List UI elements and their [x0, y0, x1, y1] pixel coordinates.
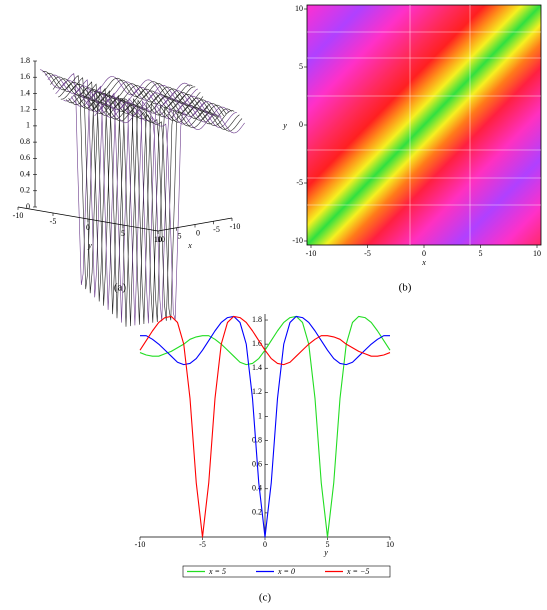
y-tick-label: 0.4	[252, 484, 262, 493]
z-tick-label: 0.8	[20, 137, 30, 146]
z-tick-label: 1.8	[20, 56, 30, 65]
legend-box	[182, 565, 391, 578]
x-tick-label: -5	[364, 249, 371, 258]
y-tick-label: -10	[292, 236, 303, 245]
x-tick-label: -10	[230, 222, 241, 231]
z-tick-label: 0.4	[20, 169, 30, 178]
y-axis-label: y	[87, 241, 92, 250]
surface-line	[73, 92, 225, 325]
surface-line	[39, 69, 191, 286]
z-tick-label: 1.4	[20, 88, 30, 97]
caption: (c)	[259, 592, 272, 604]
x-tick-label: 10	[157, 235, 165, 244]
legend-label: x = 5	[208, 567, 226, 576]
z-tick-label: 0.6	[20, 153, 30, 162]
surface-line	[55, 80, 206, 310]
z-tick-label: 1	[26, 121, 30, 130]
y-tick-label: 1	[258, 411, 262, 420]
series-line	[139, 315, 391, 538]
x-tick-label: 5	[326, 540, 330, 549]
y-tick-label: 5	[299, 62, 303, 71]
surface-line	[89, 100, 240, 321]
surface-line	[52, 78, 204, 306]
surface-line	[68, 89, 219, 327]
surface-line	[65, 87, 217, 327]
x-tick-label: 10	[386, 540, 394, 549]
legend-label: x = −5	[346, 567, 369, 576]
y-tick-label: -5	[296, 178, 303, 187]
surface-plot	[39, 69, 245, 327]
y-tick-label: -10	[13, 211, 24, 220]
x-tick-label: 0	[263, 540, 267, 549]
surface-line	[91, 102, 243, 321]
x-tick-label: 0	[422, 249, 426, 258]
z-tick-label: 1.2	[20, 104, 30, 113]
x-axis-label: x	[187, 241, 192, 250]
surface-line	[47, 74, 198, 298]
y-tick-label: -5	[50, 217, 57, 226]
z-tick-label: 1.6	[20, 72, 30, 81]
z-tick-label: 0.2	[20, 186, 30, 195]
x-tick-label: 5	[178, 232, 182, 241]
x-tick-label: -5	[199, 540, 206, 549]
y-tick-label: 1.6	[252, 339, 262, 348]
y-axis-label: y	[282, 121, 287, 130]
surface-line	[50, 76, 201, 302]
density-map	[306, 4, 542, 246]
caption: (b)	[399, 282, 412, 294]
x-tick-label: 0	[196, 228, 200, 237]
x-tick-label: 5	[479, 249, 483, 258]
surface-line	[76, 93, 227, 325]
y-tick-label: 0	[299, 120, 303, 129]
y-tick-label: 0.2	[252, 508, 262, 517]
surface-line	[42, 71, 193, 290]
y-tick-label: 0	[86, 223, 90, 232]
x-tick-label: -10	[135, 540, 146, 549]
y-tick-label: 1.8	[252, 315, 262, 324]
y-tick-label: 10	[295, 4, 303, 13]
surface-line	[84, 96, 235, 323]
y-tick-label: 0.8	[252, 435, 262, 444]
x-tick-label: -10	[306, 249, 317, 258]
density-streaks	[307, 5, 541, 245]
z-tick-label: 0	[26, 202, 30, 211]
y-tick-label: 5	[121, 229, 125, 238]
surface-line	[81, 95, 232, 323]
series-line	[140, 315, 390, 538]
surface-line	[60, 83, 211, 319]
y-tick-label: 10	[154, 235, 162, 244]
x-tick-label: 10	[533, 249, 541, 258]
x-axis-label: x	[421, 258, 426, 267]
caption: (a)	[114, 282, 127, 294]
x-axis-label: y	[323, 548, 328, 557]
y-tick-label: 1.4	[252, 363, 262, 372]
x-tick-label: -5	[213, 225, 220, 234]
y-tick-label: 1.2	[252, 387, 262, 396]
surface-line	[94, 104, 245, 320]
surface-line	[70, 91, 222, 326]
legend-label: x = 0	[277, 567, 295, 576]
